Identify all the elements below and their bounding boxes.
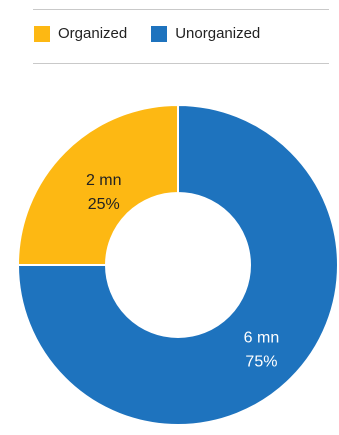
data-label-unorganized-value: 6 mn: [244, 329, 280, 346]
legend-swatch-organized: [34, 25, 50, 42]
donut-slice-organized: [16, 103, 179, 266]
data-label-organized-value: 2 mn: [86, 172, 122, 189]
legend-swatch-unorganized: [151, 25, 168, 42]
legend-item-unorganized: Unorganized: [151, 25, 260, 42]
legend-item-organized: Organized: [34, 25, 127, 42]
legend-label-organized: Organized: [58, 25, 128, 42]
legend-label-unorganized: Unorganized: [175, 25, 261, 42]
chart-legend: Organized Unorganized: [34, 25, 260, 42]
legend-bottom-rule: [33, 63, 329, 64]
data-label-organized-percent: 25%: [88, 196, 120, 213]
donut-slice-unorganized: [16, 103, 339, 426]
data-label-unorganized-percent: 75%: [245, 353, 277, 370]
legend-top-rule: [33, 9, 329, 10]
